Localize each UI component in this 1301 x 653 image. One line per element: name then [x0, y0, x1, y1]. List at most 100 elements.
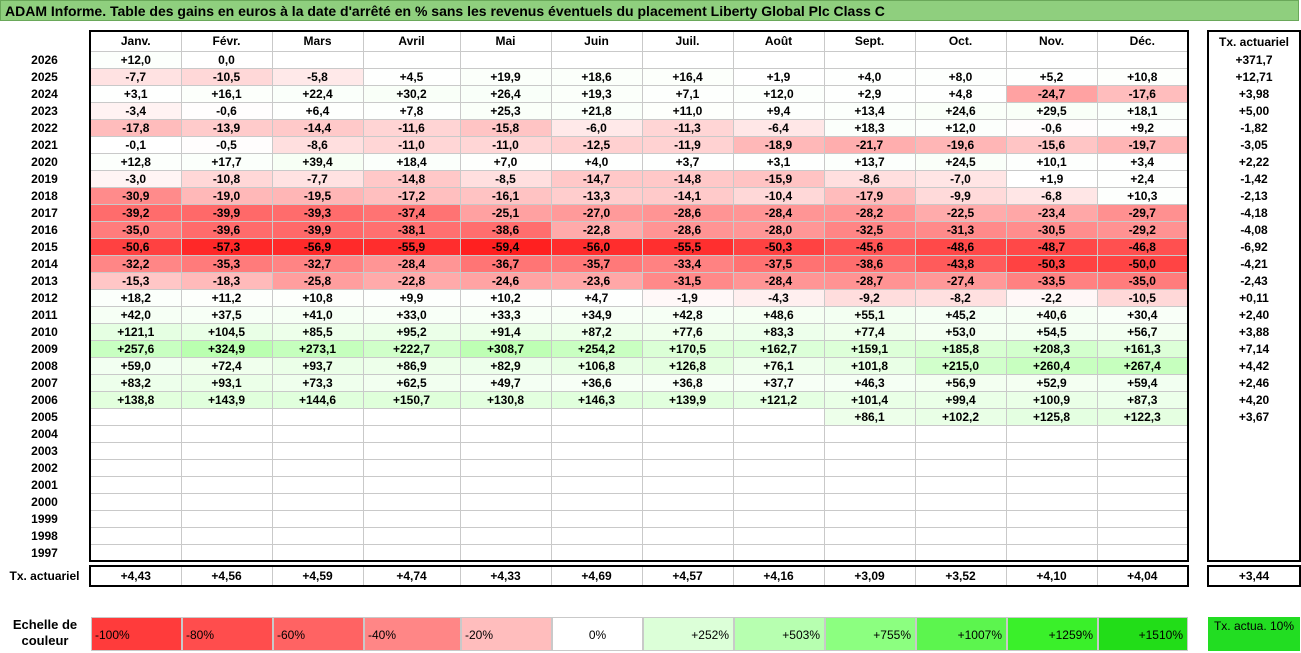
tx-row: -2,43: [1207, 272, 1301, 289]
table-row: 2003: [0, 441, 1189, 460]
gain-cell: +16,4: [641, 67, 734, 86]
footer-label: Tx. actuariel: [0, 566, 91, 586]
gain-cell: [459, 407, 552, 426]
tx-cell: +3,88: [1207, 323, 1301, 340]
tx-cell: +3,67: [1207, 408, 1301, 425]
tx-cell: [1207, 459, 1301, 476]
gain-cell: +121,2: [732, 390, 825, 409]
gain-cell: [914, 543, 1007, 562]
month-header-10: Oct.: [914, 30, 1007, 52]
year-label: 2026: [0, 51, 91, 68]
gain-cell: -43,8: [914, 254, 1007, 273]
year-label: 2000: [0, 493, 91, 510]
gain-cell: -38,1: [362, 220, 461, 239]
gain-cell: +37,5: [180, 305, 273, 324]
gain-cell: +39,4: [271, 152, 364, 171]
footer-tx-cell: +4,43: [89, 565, 182, 587]
gain-cell: [550, 526, 643, 545]
gain-cell: -3,4: [89, 101, 182, 120]
table-row: 2024 +3,1 +16,1 +22,4 +30,2 +26,4 +19,3 +7,1 +12…: [0, 84, 1189, 103]
gain-cell: [180, 526, 273, 545]
tx-row: -4,21: [1207, 255, 1301, 272]
tx-cell: [1207, 544, 1301, 562]
gain-cell: [271, 509, 364, 528]
year-label: 2005: [0, 408, 91, 425]
table-row: 2014 -32,2 -35,3 -32,7 -28,4 -36,7 -35,7 -33,4-…: [0, 254, 1189, 273]
table-row: 2009 +257,6 +324,9 +273,1 +222,7 +308,7 +254,2…: [0, 339, 1189, 358]
month-header-5: Mai: [459, 30, 552, 52]
year-label: 2016: [0, 221, 91, 238]
gain-cell: -19,6: [914, 135, 1007, 154]
gain-cell: -45,6: [823, 237, 916, 256]
year-label: 2020: [0, 153, 91, 170]
gain-cell: -39,3: [271, 203, 364, 222]
tx-row: -1,82: [1207, 119, 1301, 136]
gain-cell: -56,9: [271, 237, 364, 256]
tx-cell: +371,7: [1207, 51, 1301, 68]
tx-cell: +4,42: [1207, 357, 1301, 374]
gain-cell: -46,8: [1096, 237, 1189, 256]
gain-cell: -12,5: [550, 135, 643, 154]
tx-row: [1207, 442, 1301, 459]
color-scale-legend: Echelle de couleur -100% -80% -60% -40% -20%…: [0, 615, 1301, 651]
gain-cell: -2,2: [1005, 288, 1098, 307]
gain-cell: +3,4: [1096, 152, 1189, 171]
gain-cell: -6,4: [732, 118, 825, 137]
gain-cell: -0,6: [180, 101, 273, 120]
gain-cell: [641, 458, 734, 477]
table-row: 2001: [0, 475, 1189, 494]
gain-cell: -9,9: [914, 186, 1007, 205]
table-row: 2010 +121,1 +104,5 +85,5 +95,2 +91,4 +87,2 +77,…: [0, 322, 1189, 341]
gain-cell: +257,6: [89, 339, 182, 358]
legend-swatch: -60%: [273, 617, 364, 651]
tx-cell: [1207, 476, 1301, 493]
gain-cell: -14,8: [362, 169, 461, 188]
gain-cell: +40,6: [1005, 305, 1098, 324]
year-label: 2017: [0, 204, 91, 221]
gain-cell: [550, 50, 643, 69]
tx-cell: [1207, 527, 1301, 544]
gain-cell: -50,0: [1096, 254, 1189, 273]
gain-cell: +46,3: [823, 373, 916, 392]
gain-cell: +106,8: [550, 356, 643, 375]
gain-cell: +139,9: [641, 390, 734, 409]
gain-cell: [89, 407, 182, 426]
gain-cell: [459, 50, 552, 69]
gain-cell: +144,6: [271, 390, 364, 409]
tx-cell: -4,18: [1207, 204, 1301, 221]
gain-cell: +9,4: [732, 101, 825, 120]
gain-cell: [1005, 441, 1098, 460]
gain-cell: [914, 492, 1007, 511]
gain-cell: -48,6: [914, 237, 1007, 256]
gain-cell: +83,2: [89, 373, 182, 392]
gain-cell: -5,8: [271, 67, 364, 86]
tx-cell: -6,92: [1207, 238, 1301, 255]
table-row: 2025 -7,7 -10,5 -5,8 +4,5 +19,9 +18,6 +16,4 +1,9…: [0, 67, 1189, 86]
tx-row: -4,08: [1207, 221, 1301, 238]
gain-cell: +3,1: [89, 84, 182, 103]
table-row: 2007 +83,2 +93,1 +73,3 +62,5 +49,7 +36,6 +36,8 +…: [0, 373, 1189, 392]
tx-row: +3,67: [1207, 408, 1301, 425]
gain-cell: -11,6: [362, 118, 461, 137]
gain-cell: +6,4: [271, 101, 364, 120]
gain-cell: -39,9: [271, 220, 364, 239]
gain-cell: -17,8: [89, 118, 182, 137]
gain-cell: +4,0: [823, 67, 916, 86]
gain-cell: -10,8: [180, 169, 273, 188]
legend-swatch: -40%: [364, 617, 461, 651]
gain-cell: +85,5: [271, 322, 364, 341]
gain-cell: [1005, 475, 1098, 494]
gain-cell: +22,4: [271, 84, 364, 103]
gain-cell: [362, 424, 461, 443]
gain-cell: +10,8: [1096, 67, 1189, 86]
gain-cell: -24,6: [459, 271, 552, 290]
table-row: 2020 +12,8 +17,7 +39,4 +18,4 +7,0 +4,0 +3,7 +3,1…: [0, 152, 1189, 171]
tx-header-row: Tx. actuariel: [1207, 30, 1301, 51]
gain-cell: [459, 458, 552, 477]
tx-actuariel-table: Tx. actuariel +371,7 +12,71 +3,98 +5,00 -1,82…: [1207, 30, 1301, 587]
gain-cell: [823, 458, 916, 477]
gain-cell: [550, 424, 643, 443]
gain-cell: [362, 458, 461, 477]
gain-cell: -37,5: [732, 254, 825, 273]
gain-cell: +215,0: [914, 356, 1007, 375]
